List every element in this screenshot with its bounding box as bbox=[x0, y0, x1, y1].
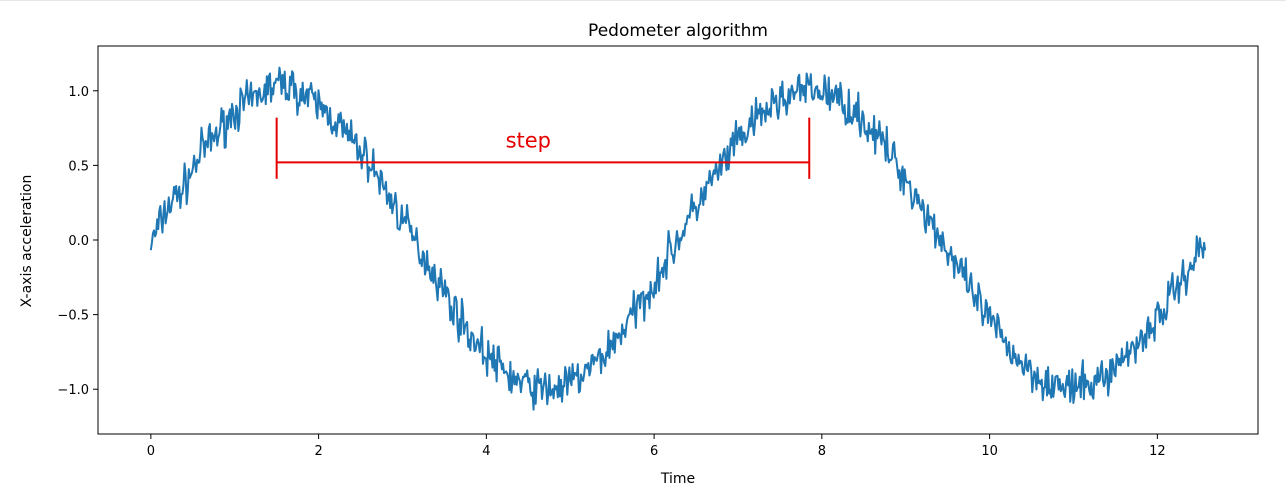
x-tick-label: 0 bbox=[147, 444, 155, 459]
x-tick-label: 8 bbox=[818, 444, 826, 459]
step-label: step bbox=[506, 128, 551, 152]
y-axis-label: X-axis acceleration bbox=[19, 175, 35, 308]
annotation-layer: step bbox=[275, 117, 811, 179]
x-tick-label: 12 bbox=[1149, 444, 1166, 459]
y-tick-label: 1.0 bbox=[68, 85, 89, 100]
y-tick-label: −1.0 bbox=[57, 383, 89, 398]
x-tick-label: 6 bbox=[650, 444, 658, 459]
plot-area bbox=[149, 66, 1207, 411]
x-tick-label: 10 bbox=[981, 444, 998, 459]
x-axis: 0 2 4 6 8 10 12 bbox=[147, 434, 1166, 459]
y-tick-label: 0.0 bbox=[68, 234, 89, 249]
x-axis-label: Time bbox=[660, 471, 695, 487]
x-tick-label: 4 bbox=[482, 444, 490, 459]
x-tick-label: 2 bbox=[314, 444, 322, 459]
chart-title: Pedometer algorithm bbox=[588, 21, 768, 41]
series-line bbox=[149, 66, 1207, 411]
y-tick-label: −0.5 bbox=[57, 309, 89, 324]
y-tick-label: 0.5 bbox=[68, 159, 89, 174]
y-axis: −1.0 −0.5 0.0 0.5 1.0 bbox=[57, 85, 98, 398]
